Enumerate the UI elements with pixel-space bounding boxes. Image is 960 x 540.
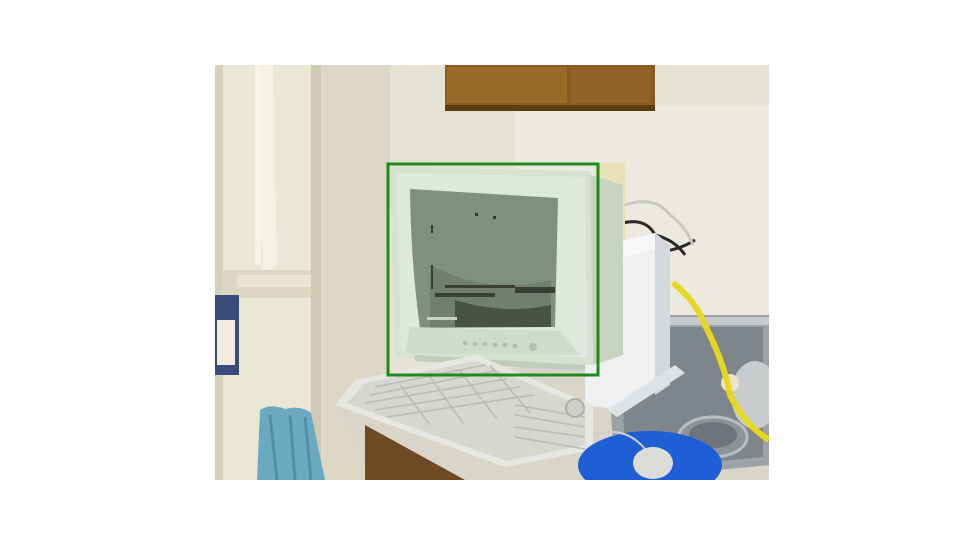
photo	[215, 65, 769, 480]
monitor-bounding-box	[386, 162, 600, 377]
monitor	[390, 167, 593, 371]
counter-cabinet	[365, 425, 465, 480]
mouse	[633, 447, 673, 479]
mouse-cable	[594, 431, 646, 450]
yellow-cable	[671, 280, 769, 443]
keyboard	[335, 355, 593, 467]
monitor-buttons	[462, 340, 537, 351]
kitchen-computer-scene	[215, 65, 769, 480]
keyboard-dial	[565, 398, 585, 418]
upper-cabinet	[445, 65, 655, 111]
monitor-back	[590, 175, 623, 365]
